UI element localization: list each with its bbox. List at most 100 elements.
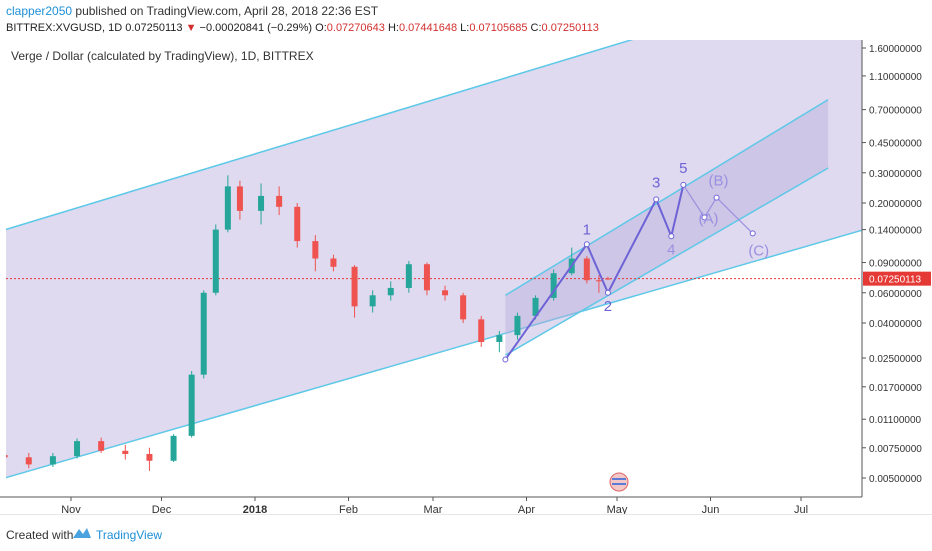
wave-label: 2 <box>604 298 612 315</box>
channel-upper-inner <box>504 99 829 296</box>
change-down-icon: ▼ <box>185 22 197 34</box>
y-tick-label: 0.45000000 <box>869 139 922 150</box>
x-tick-label: Dec <box>152 504 172 514</box>
candle-body <box>25 457 32 465</box>
y-tick-label: 1.60000000 <box>869 44 922 55</box>
wave-label: 4 <box>667 241 675 258</box>
last-price-label: 0.07250113 <box>869 275 922 286</box>
y-tick-label: 0.70000000 <box>869 106 922 117</box>
y-tick-label: 0.06000000 <box>869 289 922 300</box>
channel-fill-outer <box>6 40 862 478</box>
candle-body <box>330 258 337 267</box>
wave-label: (C) <box>748 242 769 259</box>
candle-body <box>74 441 81 457</box>
candle-body <box>6 455 8 458</box>
flag-icon-stripe <box>612 478 626 480</box>
wave-point <box>653 196 660 203</box>
candle-body <box>496 335 503 342</box>
candle-body <box>460 295 467 320</box>
wave-label: 3 <box>652 174 660 191</box>
candle-body <box>604 278 611 280</box>
wave-point <box>604 289 611 296</box>
candle-body <box>276 195 283 207</box>
open-value: 0.07270643 <box>326 22 385 34</box>
candle-body <box>200 292 207 375</box>
candle-body <box>146 453 153 461</box>
candle-body <box>405 264 412 288</box>
y-tick-label: 0.09000000 <box>869 259 922 270</box>
wave-label: (B) <box>709 173 729 190</box>
price-change: −0.00020841 (−0.29%) <box>199 22 313 34</box>
plot-area <box>6 40 862 479</box>
x-tick-label: 2018 <box>243 504 267 514</box>
x-tick-label: May <box>607 504 628 514</box>
candle-body <box>188 374 195 436</box>
price-chart[interactable]: 1 2 3 4 5 (A) (B) (C) 1.60000000 1.10000000 0.7000… <box>0 40 932 514</box>
y-tick-label: 0.30000000 <box>869 169 922 180</box>
last-price-box <box>863 271 931 286</box>
candle-body <box>442 290 449 296</box>
channel-lower-outer <box>6 229 862 479</box>
published-text: published on TradingView.com, April 28, … <box>75 4 379 18</box>
candle-body <box>550 273 557 298</box>
wave-point <box>583 241 590 248</box>
candle-body <box>514 315 521 336</box>
y-tick-label: 1.10000000 <box>869 72 922 83</box>
candle-body <box>212 229 219 293</box>
footer: Created with TradingView <box>0 514 932 551</box>
flag-icon-stripe <box>612 483 626 485</box>
wave-label: 5 <box>679 160 687 177</box>
channel-lower-inner <box>505 167 829 356</box>
created-with-text: Created with <box>6 528 74 542</box>
flag-icon <box>609 472 629 492</box>
wave-point <box>701 214 708 221</box>
x-tick-label: Jul <box>794 504 808 514</box>
y-tick-label: 0.01100000 <box>869 415 922 426</box>
publisher-name[interactable]: clapper2050 <box>6 4 73 18</box>
chart-title: Verge / Dollar (calculated by TradingVie… <box>11 49 314 63</box>
candle-body <box>532 297 539 316</box>
tradingview-link[interactable]: TradingView <box>96 528 163 542</box>
candle-body <box>258 195 265 211</box>
wave-label: (A) <box>698 210 718 227</box>
candle-body <box>224 186 231 230</box>
low-value: 0.07105685 <box>469 22 528 34</box>
close-value: 0.07250113 <box>541 22 599 34</box>
elliott-wave-correction <box>682 184 754 234</box>
y-tick-label: 0.00750000 <box>869 444 922 455</box>
y-tick-label: 0.04000000 <box>869 319 922 330</box>
candle-body <box>369 295 376 307</box>
wave-point <box>749 230 756 237</box>
wave-label: 1 <box>583 221 591 238</box>
y-tick-label: 0.00500000 <box>869 474 922 485</box>
flag-icon-circle <box>609 472 629 492</box>
y-tick-label: 0.14000000 <box>869 226 922 237</box>
wave-point <box>502 356 509 363</box>
candle-body <box>583 258 590 281</box>
x-tick-label: Nov <box>61 504 81 514</box>
wave-point <box>680 181 687 188</box>
x-tick-label: Mar <box>424 504 443 514</box>
candle-body <box>49 456 56 465</box>
ohlc-header: BITTREX:XVGUSD, 1D 0.07250113 ▼ −0.00020… <box>6 22 599 34</box>
x-tick-label: Feb <box>339 504 358 514</box>
candle-body <box>236 186 243 211</box>
candle-body <box>387 287 394 296</box>
low-label: L: <box>460 22 470 34</box>
candle-body <box>170 435 177 461</box>
x-tick-label: Jun <box>702 504 720 514</box>
candle-body <box>98 441 105 451</box>
candle-body <box>294 206 301 242</box>
high-value: 0.07441648 <box>398 22 458 34</box>
open-label: O: <box>315 22 327 34</box>
elliott-wave-impulse <box>504 184 685 361</box>
channel-upper-outer <box>6 40 634 231</box>
wave-point <box>668 233 675 240</box>
close-label: C: <box>530 22 542 34</box>
last-price: 0.07250113 <box>125 22 183 34</box>
symbol-label: BITTREX:XVGUSD, 1D <box>6 22 123 34</box>
candle-body <box>122 450 129 454</box>
publish-header: clapper2050 published on TradingView.com… <box>6 4 378 18</box>
tradingview-logo-icon[interactable] <box>72 526 92 540</box>
